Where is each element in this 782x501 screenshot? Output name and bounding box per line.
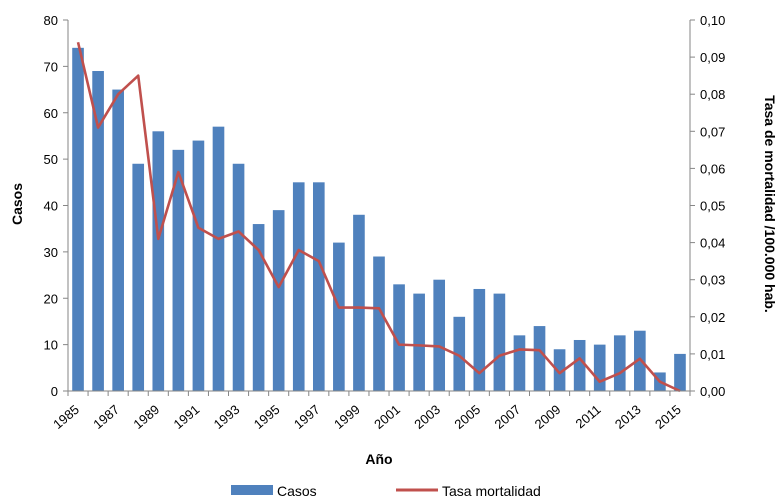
y2-tick-label: 0,10: [700, 13, 725, 28]
x-tick-label: 2005: [451, 402, 483, 432]
x-tick-label: 2007: [492, 402, 524, 432]
y-tick-label: 70: [44, 59, 58, 74]
legend-label-tasa: Tasa mortalidad: [442, 483, 541, 499]
bar-casos-2015: [674, 353, 686, 391]
y2-tick-label: 0,00: [700, 384, 725, 399]
bar-casos-1996: [292, 182, 305, 391]
y2-tick-label: 0,05: [700, 199, 725, 214]
y-axis-title: Casos: [9, 183, 25, 225]
bar-casos-2012: [613, 335, 626, 391]
bar-casos-2003: [433, 279, 446, 391]
y-tick-label: 50: [44, 152, 58, 167]
bar-casos-2010: [573, 339, 586, 391]
x-tick-label: 1995: [251, 402, 283, 432]
bar-casos-2013: [634, 330, 646, 391]
y2-tick-label: 0,06: [700, 161, 725, 176]
x-tick-label: 1991: [171, 402, 203, 432]
x-tick-label: 2013: [612, 402, 644, 432]
legend: Casos Tasa mortalidad: [231, 483, 541, 499]
bar-casos-1998: [333, 242, 345, 391]
y2-tick-label: 0,08: [700, 87, 725, 102]
x-tick-label: 2015: [652, 402, 684, 432]
bar-casos-2000: [373, 256, 385, 391]
bar-casos-2007: [513, 335, 526, 391]
y2-axis-title: Tasa de mortalidad /100.000 hab.: [762, 95, 778, 313]
y-tick-label: 20: [44, 291, 58, 306]
x-tick-label: 2001: [371, 402, 403, 432]
bar-casos-1988: [132, 163, 145, 391]
bar-casos-1990: [172, 149, 185, 391]
y-tick-label: 40: [44, 199, 58, 214]
x-tick-label: 2003: [411, 402, 443, 432]
y-tick-label: 60: [44, 106, 58, 121]
bar-casos-2002: [413, 293, 425, 391]
x-tick-label: 1987: [90, 402, 122, 432]
x-axis: 1985 1987 1989 1991 1993 1995 1997 1999 2001 2003…: [50, 391, 691, 432]
bar-casos-1993: [232, 163, 245, 391]
bar-casos-1991: [192, 140, 205, 391]
y-tick-label: 80: [44, 13, 58, 28]
bar-casos-2008: [533, 326, 546, 391]
y2-tick-label: 0,07: [700, 124, 725, 139]
x-tick-label: 2011: [573, 402, 604, 431]
bar-casos-1986: [92, 71, 104, 391]
bar-casos-2006: [493, 293, 506, 391]
y-axis: 0 10 20 30 40 50 60 70 80: [44, 13, 68, 399]
bar-casos-1985: [72, 47, 84, 391]
x-axis-title: Año: [365, 451, 392, 467]
y2-tick-label: 0,02: [700, 310, 725, 325]
x-tick-label: 1989: [130, 402, 162, 432]
bar-casos-2005: [473, 288, 486, 391]
bar-casos-2009: [553, 349, 566, 391]
legend-label-casos: Casos: [277, 483, 317, 499]
bar-casos-1997: [312, 182, 325, 391]
x-tick-label: 1997: [291, 402, 323, 432]
y2-tick-label: 0,09: [700, 50, 725, 65]
bar-casos-1999: [353, 214, 365, 391]
y-tick-label: 30: [44, 245, 58, 260]
x-tick-label: 2009: [532, 402, 564, 432]
y2-axis: 0,00 0,01 0,02 0,03 0,04 0,05 0,06 0,07 0,08 0,09…: [690, 13, 725, 399]
y2-tick-label: 0,03: [700, 273, 725, 288]
bar-casos-1987: [112, 89, 124, 391]
x-tick-label: 1993: [211, 402, 243, 432]
y2-tick-label: 0,01: [700, 347, 725, 362]
bar-casos-1994: [252, 224, 265, 391]
y2-tick-label: 0,04: [700, 236, 725, 251]
legend-swatch-casos: [231, 485, 273, 495]
bar-casos-2001: [393, 284, 405, 391]
bar-casos-2011: [593, 344, 606, 391]
y-tick-label: 0: [51, 384, 58, 399]
bar-casos-1989: [152, 131, 165, 392]
bar-casos-1995: [272, 210, 285, 391]
bar-casos-2004: [453, 316, 466, 391]
bar-casos-1992: [212, 126, 225, 391]
x-tick-label: 1985: [50, 402, 82, 432]
plot-area: [67, 20, 691, 393]
y-tick-label: 10: [44, 338, 58, 353]
x-tick-label: 1999: [331, 402, 363, 432]
